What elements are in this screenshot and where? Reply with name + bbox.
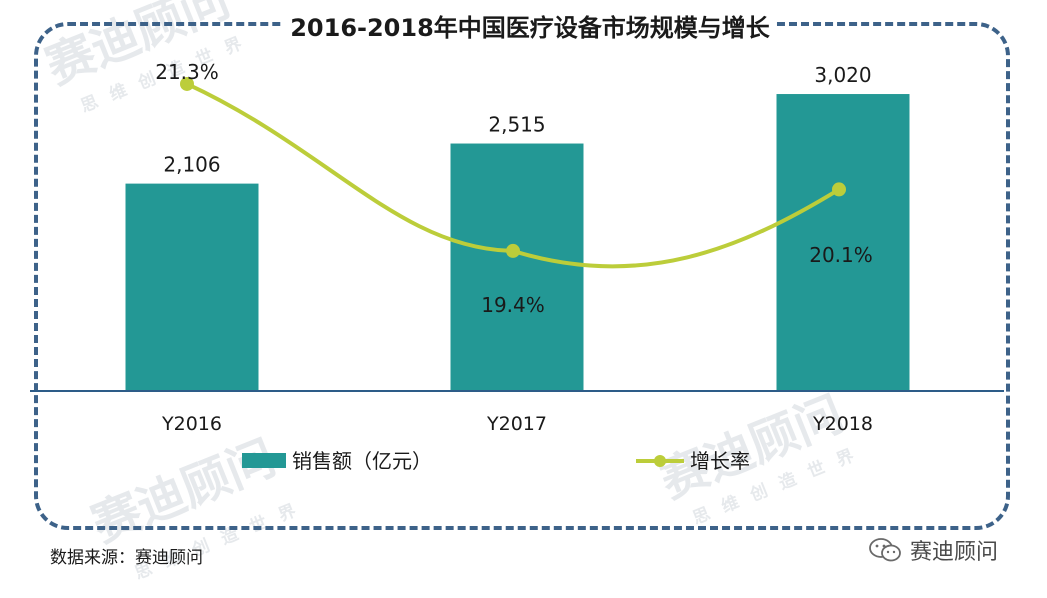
brand-name: 赛迪顾问 [910, 540, 999, 565]
growth-rate-point-Y2017 [506, 243, 520, 258]
x-tick-label: Y2018 [812, 413, 873, 435]
growth-rate-point-Y2016 [180, 76, 194, 91]
growth-rate-point-Y2018 [832, 182, 846, 197]
growth-rate-label: 21.3% [155, 60, 219, 84]
bar-sales-Y2016 [125, 183, 259, 390]
legend-label-sales: 销售额（亿元） [292, 449, 432, 473]
bar-value-label: 2,515 [488, 113, 545, 137]
legend-label-growth: 增长率 [690, 449, 750, 473]
brand-badge: 赛迪顾问 [868, 534, 998, 566]
legend-marker-growth [654, 455, 666, 467]
legend-swatch-sales [242, 453, 286, 468]
bar-value-label: 3,020 [814, 63, 871, 87]
bar-sales-Y2018 [776, 94, 910, 390]
bar-value-label: 2,106 [163, 153, 220, 177]
growth-rate-label: 19.4% [481, 293, 545, 317]
data-source-note: 数据来源：赛迪顾问 [50, 548, 203, 568]
chart-title: 2016-2018年中国医疗设备市场规模与增长 [284, 6, 776, 50]
growth-rate-label: 20.1% [809, 243, 873, 267]
x-tick-label: Y2016 [161, 413, 222, 435]
bar-sales-Y2017 [450, 143, 584, 390]
wechat-icon [869, 538, 901, 562]
x-tick-label: Y2017 [486, 413, 547, 435]
